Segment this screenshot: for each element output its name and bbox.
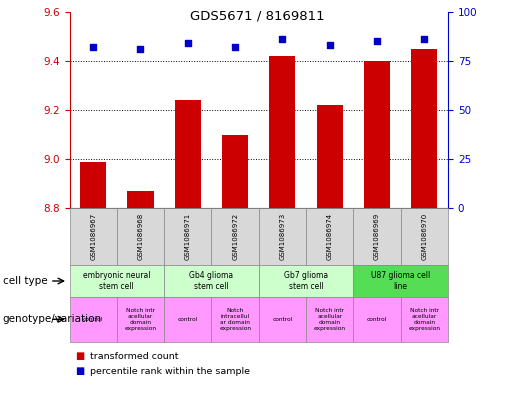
Point [136, 46, 145, 52]
Point [420, 36, 428, 42]
Text: GSM1086968: GSM1086968 [138, 213, 144, 261]
Bar [317, 105, 343, 208]
Point [231, 44, 239, 50]
Text: Notch
intracellul
ar domain
expression: Notch intracellul ar domain expression [219, 308, 251, 331]
Point [89, 44, 97, 50]
Text: control: control [83, 317, 104, 322]
Text: Notch intr
acellular
domain
expression: Notch intr acellular domain expression [408, 308, 440, 331]
Text: Notch intr
acellular
domain
expression: Notch intr acellular domain expression [314, 308, 346, 331]
Text: cell type: cell type [3, 276, 47, 286]
Bar [175, 100, 201, 208]
Text: embryonic neural
stem cell: embryonic neural stem cell [83, 271, 150, 291]
Text: GSM1086969: GSM1086969 [374, 213, 380, 261]
Text: Gb4 glioma
stem cell: Gb4 glioma stem cell [190, 271, 233, 291]
Text: percentile rank within the sample: percentile rank within the sample [90, 367, 250, 376]
Text: transformed count: transformed count [90, 352, 179, 361]
Point [325, 42, 334, 48]
Text: ■: ■ [75, 351, 84, 362]
Text: Gb7 glioma
stem cell: Gb7 glioma stem cell [284, 271, 328, 291]
Text: GSM1086970: GSM1086970 [421, 213, 427, 261]
Bar [222, 135, 248, 208]
Point [278, 36, 286, 42]
Text: genotype/variation: genotype/variation [3, 314, 101, 324]
Bar [269, 56, 296, 208]
Bar [411, 49, 437, 208]
Text: GDS5671 / 8169811: GDS5671 / 8169811 [190, 10, 325, 23]
Text: control: control [272, 317, 293, 322]
Text: GSM1086973: GSM1086973 [280, 213, 285, 261]
Text: GSM1086972: GSM1086972 [232, 213, 238, 260]
Point [184, 40, 192, 46]
Text: GSM1086974: GSM1086974 [327, 213, 333, 260]
Text: GSM1086967: GSM1086967 [90, 213, 96, 261]
Text: U87 glioma cell
line: U87 glioma cell line [371, 271, 431, 291]
Text: ■: ■ [75, 366, 84, 376]
Bar [128, 191, 153, 208]
Text: GSM1086971: GSM1086971 [185, 213, 191, 261]
Bar [364, 61, 390, 208]
Text: Notch intr
acellular
domain
expression: Notch intr acellular domain expression [125, 308, 157, 331]
Text: control: control [178, 317, 198, 322]
Bar [80, 162, 106, 208]
Point [373, 38, 381, 44]
Text: control: control [367, 317, 387, 322]
